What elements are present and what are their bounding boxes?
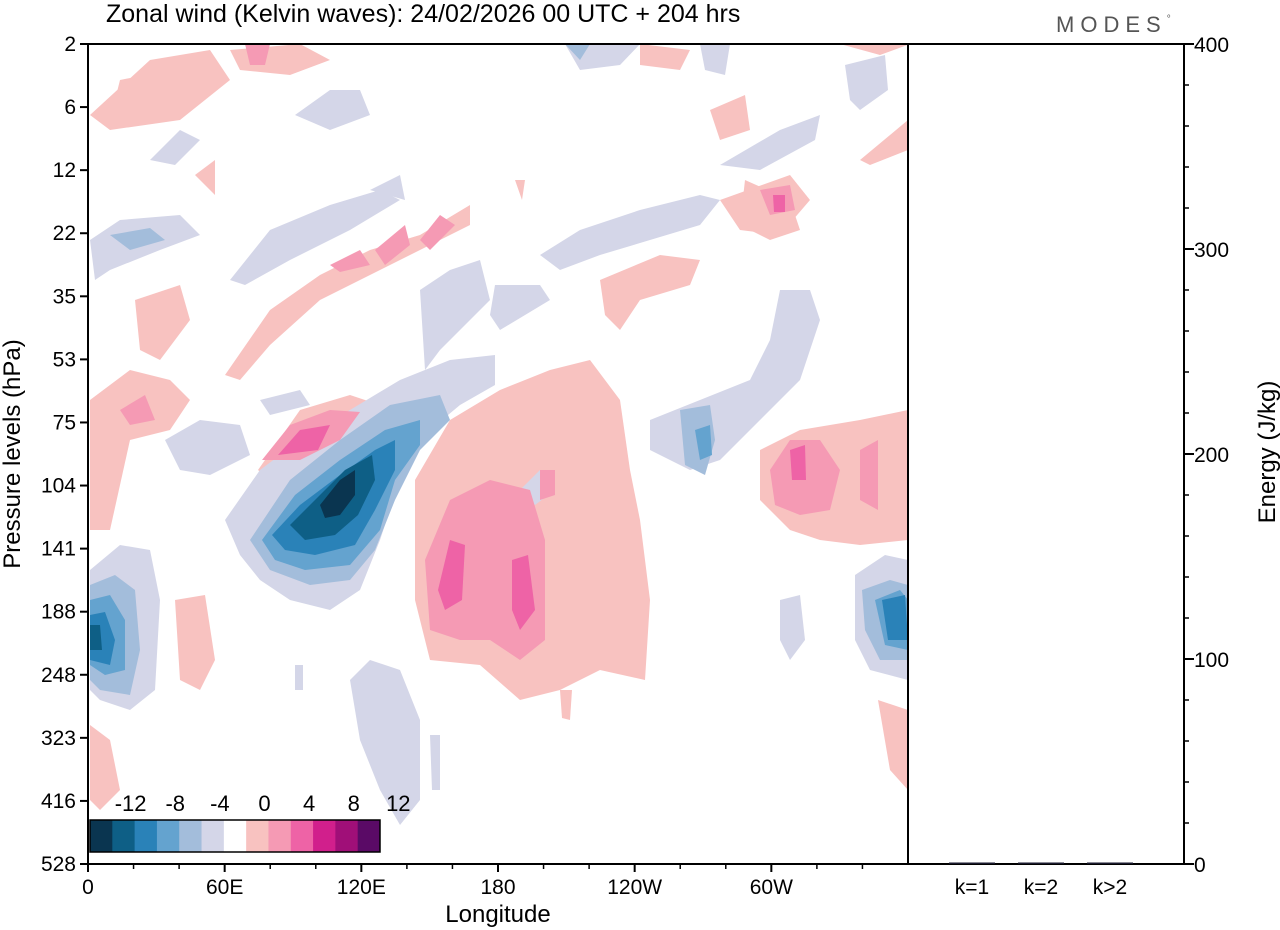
pressure-tick-label: 12 [53, 159, 76, 182]
energy-category-label: k>2 [1093, 876, 1127, 899]
pressure-tick-label: 104 [41, 475, 76, 498]
energy-axis: 0 100 200 300 400 [1184, 34, 1229, 877]
energy-bar [1087, 863, 1133, 865]
pressure-tick-label: 75 [53, 411, 76, 434]
longitude-axis: 0 60E 120E 180 120W 60W [82, 864, 862, 899]
colorbar-swatch [90, 820, 113, 852]
energy-category-label: k=2 [1024, 876, 1058, 899]
colorbar-label: 12 [386, 791, 410, 816]
colorbar-label: 4 [303, 791, 315, 816]
energy-tick-label: 0 [1194, 854, 1206, 877]
longitude-tick-label: 120E [337, 876, 386, 899]
pressure-tick-label: 416 [41, 790, 76, 813]
energy-tick-label: 200 [1194, 444, 1229, 467]
colorbar-swatch [291, 820, 314, 852]
colorbar-swatch [246, 820, 269, 852]
colorbar-swatch [268, 820, 291, 852]
longitude-tick-label: 60E [206, 876, 243, 899]
pressure-tick-label: 323 [41, 727, 76, 750]
longitude-tick-label: 180 [480, 876, 515, 899]
colorbar-swatch [157, 820, 180, 852]
longitude-tick-label: 120W [607, 876, 662, 899]
colorbar-swatch [202, 820, 225, 852]
colorbar-label: -12 [115, 791, 147, 816]
energy-bar [949, 863, 995, 865]
pressure-tick-label: 2 [64, 33, 76, 56]
energy-bar [1018, 863, 1064, 865]
longitude-tick-label: 0 [82, 876, 94, 899]
brand-name: MODES [1056, 12, 1167, 37]
colorbar-swatch [358, 820, 381, 852]
energy-tick-label: 300 [1194, 239, 1229, 262]
pressure-tick-label: 53 [53, 348, 76, 371]
pressure-tick-label: 35 [53, 285, 76, 308]
pressure-tick-label: 188 [41, 601, 76, 624]
energy-bars [949, 863, 1133, 865]
colorbar-swatch [179, 820, 202, 852]
pressure-axis: 2 6 12 22 35 53 75 104 141 188 248 323 416 528 [41, 33, 88, 876]
x-axis-label: Longitude [445, 901, 550, 928]
colorbar-label: -8 [165, 791, 185, 816]
contour-plot [88, 44, 910, 864]
colorbar-swatch [112, 820, 135, 852]
energy-tick-label: 100 [1194, 649, 1229, 672]
colorbar-label: -4 [210, 791, 230, 816]
colorbar-label: 0 [258, 791, 270, 816]
chart-title: Zonal wind (Kelvin waves): 24/02/2026 00… [106, 0, 740, 28]
energy-panel: 0 100 200 300 400 k=1 k=2 k>2 Energy (J/kg) [908, 34, 1280, 899]
pressure-tick-label: 248 [41, 664, 76, 687]
brand-mark: ° [1167, 14, 1177, 25]
brand-logo: MODES° [1056, 12, 1177, 37]
colorbar-swatch [335, 820, 358, 852]
longitude-tick-label: 60W [750, 876, 793, 899]
colorbar-label: 8 [348, 791, 360, 816]
energy-frame [908, 44, 1184, 864]
y-axis-label: Pressure levels (hPa) [0, 339, 26, 568]
colorbar-swatch [224, 820, 247, 852]
kelvin-wave-chart: Zonal wind (Kelvin waves): 24/02/2026 00… [0, 0, 1280, 930]
pressure-tick-label: 141 [41, 538, 76, 561]
colorbar-swatch [135, 820, 158, 852]
pressure-tick-label: 528 [41, 853, 76, 876]
colorbar-swatch [313, 820, 336, 852]
pressure-tick-label: 22 [53, 222, 76, 245]
energy-category-label: k=1 [955, 876, 989, 899]
energy-axis-label: Energy (J/kg) [1254, 381, 1280, 524]
energy-tick-label: 400 [1194, 34, 1229, 57]
pressure-tick-label: 6 [64, 96, 76, 119]
energy-category-labels: k=1 k=2 k>2 [955, 876, 1127, 899]
